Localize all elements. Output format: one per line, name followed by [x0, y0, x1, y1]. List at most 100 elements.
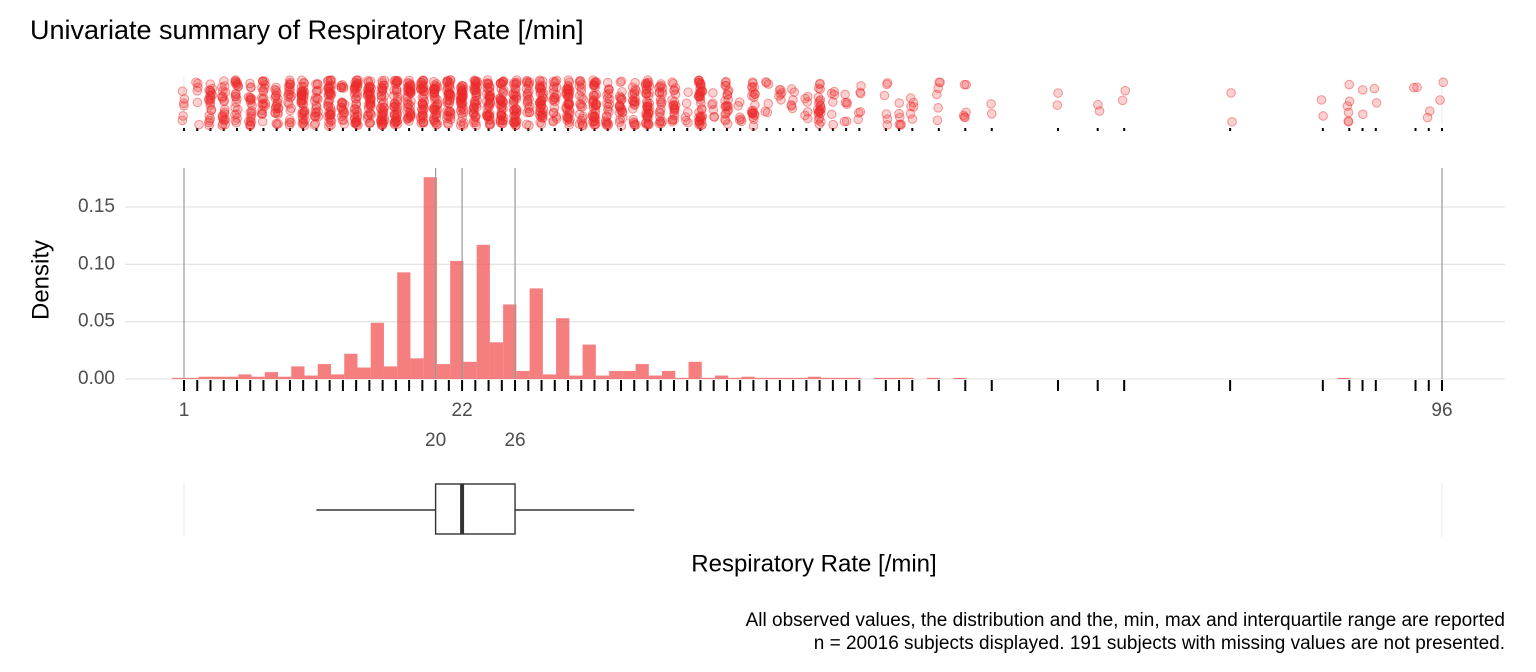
- observation-point: [377, 83, 388, 93]
- observation-point: [618, 113, 628, 123]
- observation-point: [323, 101, 334, 111]
- observation-point: [353, 75, 363, 86]
- observation-point: [365, 86, 375, 97]
- observation-point: [456, 108, 467, 119]
- observation-point: [536, 95, 547, 106]
- bar: [595, 375, 610, 379]
- observation-point: [272, 88, 282, 98]
- observation-point: [695, 88, 705, 99]
- observation-point: [855, 88, 866, 99]
- observation-point: [283, 81, 294, 92]
- observation-point: [483, 79, 494, 89]
- observation-point: [416, 118, 426, 128]
- observation-point: [747, 77, 758, 87]
- observation-point: [298, 98, 308, 109]
- observation-point: [616, 104, 627, 115]
- observation-point: [296, 90, 307, 100]
- observation-point: [472, 78, 482, 88]
- observation-point: [774, 91, 784, 101]
- observation-point: [697, 85, 708, 96]
- observation-point: [178, 111, 188, 121]
- observation-point: [432, 100, 443, 110]
- observation-point: [536, 119, 547, 129]
- observation-point: [284, 117, 295, 128]
- observation-point: [352, 112, 363, 122]
- observation-point: [418, 110, 428, 120]
- observation-point: [535, 88, 545, 99]
- observation-point: [205, 98, 216, 108]
- observation-point: [365, 99, 376, 110]
- bar: [542, 374, 557, 379]
- observation-point: [404, 107, 415, 118]
- observation-point: [680, 112, 691, 122]
- observation-point: [564, 109, 574, 119]
- observation-point: [337, 98, 348, 109]
- bar: [304, 375, 318, 379]
- observation-point: [405, 86, 416, 96]
- observation-point: [457, 90, 468, 101]
- observation-point: [217, 93, 228, 103]
- observation-point: [588, 100, 599, 110]
- observation-point: [363, 109, 373, 120]
- observation-point: [336, 82, 347, 93]
- observation-point: [789, 87, 800, 97]
- observation-point: [629, 97, 639, 108]
- y-tick-label: 0.05: [78, 311, 115, 332]
- observation-point: [642, 75, 653, 85]
- observation-point: [336, 102, 347, 113]
- observation-point: [657, 87, 667, 98]
- observation-point: [498, 112, 509, 123]
- observation-point: [284, 75, 295, 85]
- bar: [383, 366, 398, 379]
- observation-point: [511, 78, 522, 89]
- observation-point: [535, 96, 546, 106]
- observation-point: [271, 102, 281, 112]
- observation-point: [1412, 82, 1422, 93]
- observation-point: [1357, 85, 1368, 95]
- observation-point: [577, 113, 588, 124]
- observation-point: [257, 116, 268, 127]
- observation-point: [496, 99, 507, 110]
- observation-point: [230, 109, 240, 120]
- observation-point: [484, 111, 495, 122]
- observation-point: [538, 93, 549, 104]
- observation-point: [245, 116, 256, 127]
- observation-point: [749, 82, 760, 92]
- bar: [211, 376, 226, 379]
- observation-point: [363, 86, 374, 97]
- observation-point: [363, 88, 373, 99]
- observation-point: [589, 120, 600, 130]
- observation-point: [325, 112, 335, 123]
- observation-point: [313, 85, 323, 96]
- observation-point: [602, 117, 613, 127]
- observation-point: [349, 84, 360, 95]
- observation-point: [271, 82, 281, 93]
- observation-point: [644, 119, 654, 130]
- observation-point: [629, 99, 640, 109]
- observation-point: [177, 86, 188, 97]
- observation-point: [496, 102, 506, 113]
- observation-point: [484, 91, 495, 102]
- observation-point: [736, 114, 746, 125]
- observation-point: [882, 78, 893, 88]
- observation-point: [485, 110, 495, 121]
- observation-point: [750, 100, 760, 110]
- observation-point: [469, 117, 479, 128]
- observation-point: [814, 96, 825, 106]
- observation-point: [497, 115, 508, 126]
- observation-point: [177, 115, 188, 126]
- observation-point: [604, 84, 614, 94]
- observation-point: [986, 99, 996, 109]
- observation-point: [259, 83, 270, 94]
- observation-point: [351, 99, 361, 110]
- observation-point: [564, 99, 574, 110]
- observation-point: [720, 95, 730, 106]
- observation-point: [324, 86, 335, 97]
- observation-point: [430, 84, 440, 95]
- observation-point: [882, 79, 892, 90]
- observation-point: [298, 95, 309, 105]
- observation-point: [908, 97, 919, 108]
- observation-point: [615, 93, 625, 103]
- observation-point: [310, 108, 321, 119]
- observation-point: [402, 102, 413, 113]
